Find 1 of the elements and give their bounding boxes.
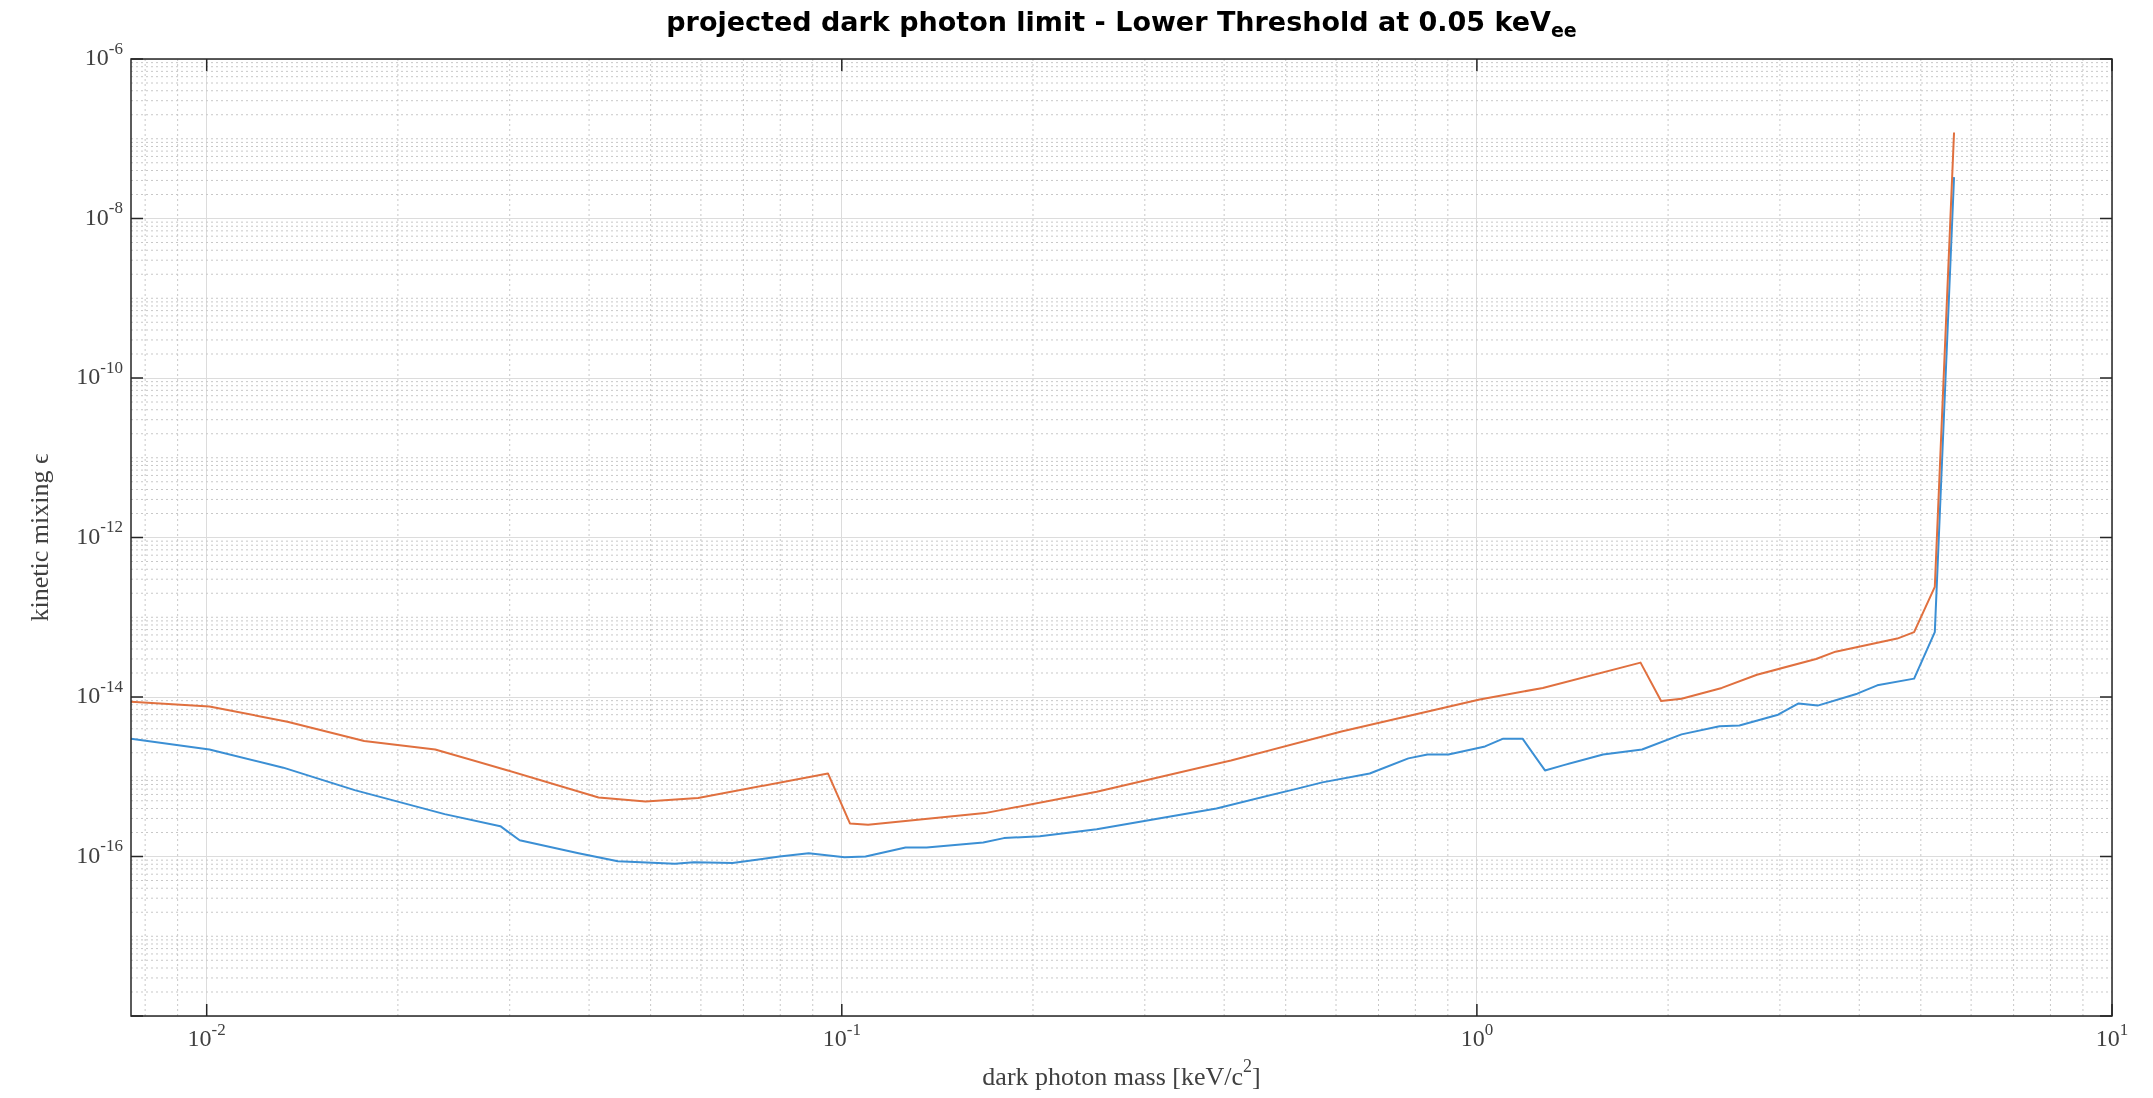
y-axis-title: kinetic mixing ϵ: [24, 453, 54, 622]
